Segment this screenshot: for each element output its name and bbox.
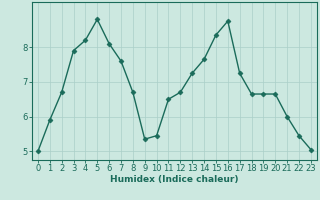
X-axis label: Humidex (Indice chaleur): Humidex (Indice chaleur) [110,175,239,184]
